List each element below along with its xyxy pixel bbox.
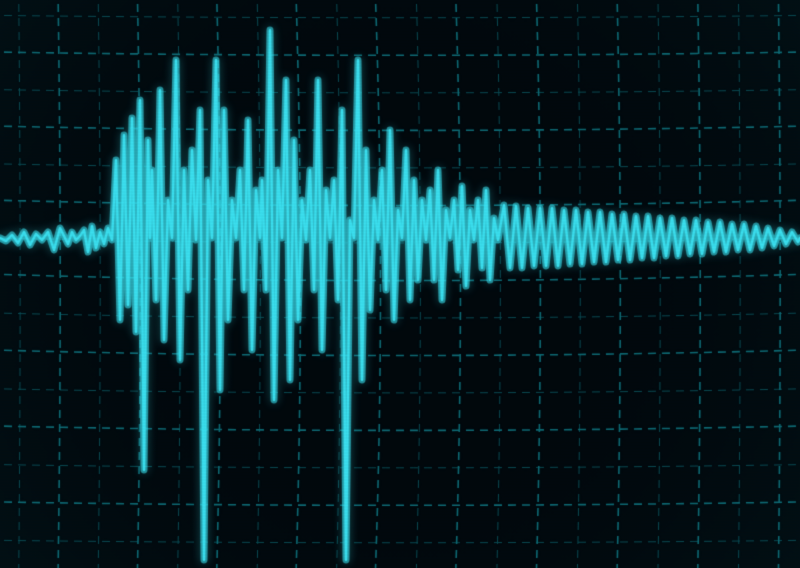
oscilloscope-display xyxy=(0,0,800,568)
